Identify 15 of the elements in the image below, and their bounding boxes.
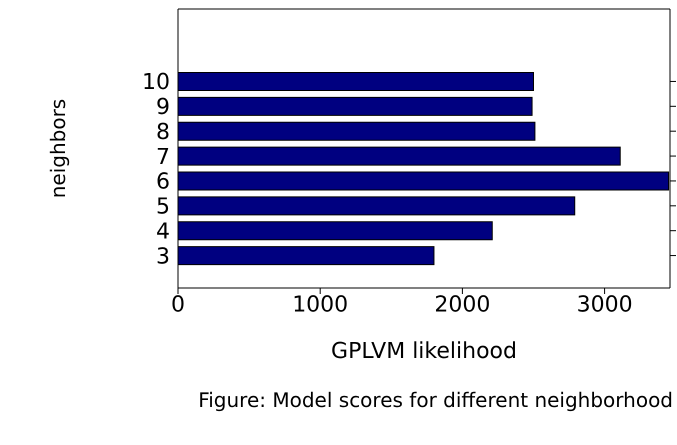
text: Figure: Model scores for different neighborhood — [197, 388, 674, 412]
y-tick-label: 5 — [156, 194, 170, 220]
x-tick-label: 0 — [171, 292, 185, 318]
y-tick-label: 9 — [156, 95, 170, 120]
y-tick-label: 4 — [156, 219, 170, 244]
x-tick-label: 3000 — [576, 292, 633, 318]
x-axis-title: GPLVM likelihood — [331, 339, 517, 364]
x-tick-label: 1000 — [292, 292, 348, 318]
y-axis-title: neighbors — [46, 98, 70, 198]
y-tick-label: 10 — [142, 70, 170, 96]
y-tick-label: 8 — [156, 120, 170, 145]
y-tick-label: 6 — [156, 170, 170, 195]
x-tick-label: 2000 — [434, 292, 490, 318]
y-tick-label: 7 — [156, 144, 170, 170]
y-tick-label: 3 — [156, 244, 170, 270]
